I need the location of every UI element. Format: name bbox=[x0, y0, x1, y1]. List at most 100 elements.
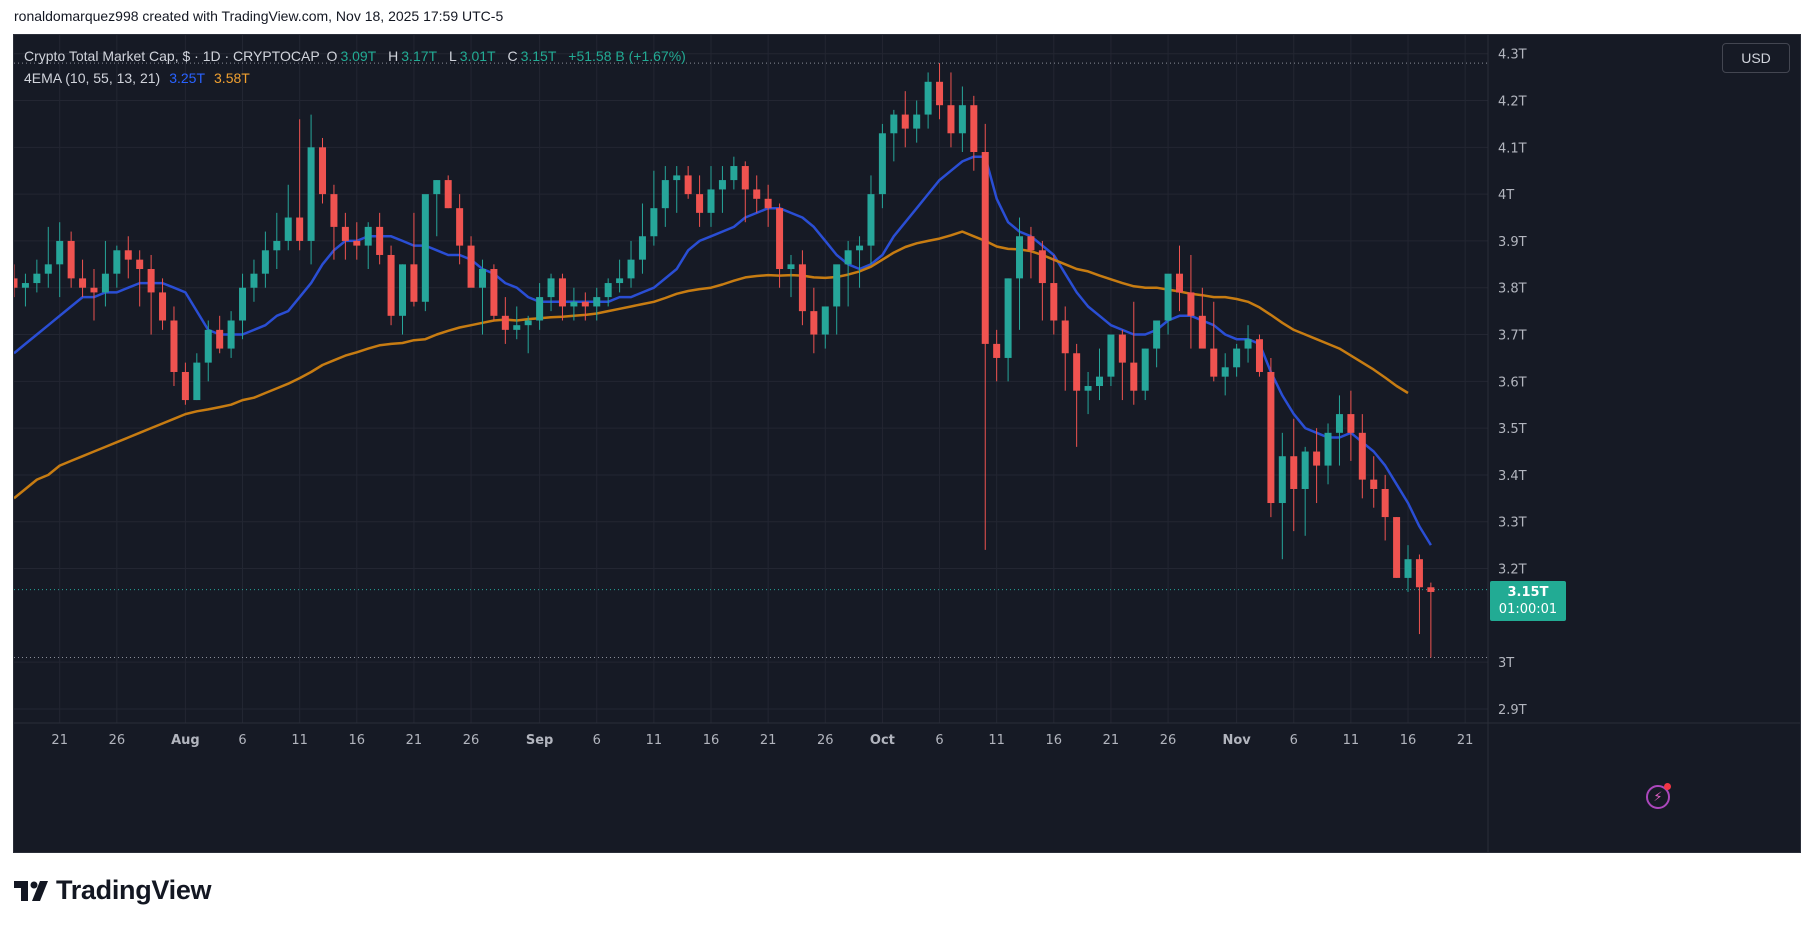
last-price-value: 3.15T bbox=[1507, 584, 1549, 600]
candle-body bbox=[227, 320, 235, 349]
candle-body bbox=[193, 362, 201, 401]
price-axis-tick-label: 3.9T bbox=[1498, 235, 1527, 250]
tradingview-logo[interactable]: TradingView bbox=[14, 875, 212, 906]
candle-body bbox=[204, 329, 212, 363]
last-price-label: 3.15T 01:00:01 bbox=[1490, 580, 1566, 621]
candle-body bbox=[90, 287, 98, 293]
candle-body bbox=[56, 240, 64, 265]
price-axis-tick-label: 2.9T bbox=[1498, 703, 1527, 718]
candle-body bbox=[1175, 273, 1183, 293]
time-axis-tick-label: 21 bbox=[51, 733, 68, 748]
lightning-icon[interactable]: ⚡ bbox=[1646, 785, 1670, 809]
candle-body bbox=[821, 306, 829, 335]
candle-body bbox=[901, 114, 909, 129]
candle-body bbox=[1278, 456, 1286, 504]
time-axis-tick-label: 26 bbox=[817, 733, 834, 748]
candle-body bbox=[284, 217, 292, 241]
candle-body bbox=[101, 273, 109, 293]
candle-body bbox=[718, 180, 726, 190]
candle-body bbox=[216, 329, 224, 349]
candle-body bbox=[810, 311, 818, 335]
time-axis-tick-label: 11 bbox=[646, 733, 663, 748]
ema-fast-line bbox=[14, 155, 1432, 546]
candle-body bbox=[1370, 479, 1378, 489]
candle-body bbox=[1267, 371, 1275, 504]
candle-body bbox=[764, 198, 772, 209]
time-axis-tick-label: 21 bbox=[1103, 733, 1120, 748]
price-axis-tick-label: 3.8T bbox=[1498, 282, 1527, 297]
candle-body bbox=[684, 175, 692, 195]
chart-background bbox=[14, 35, 1800, 852]
time-axis-tick-label: 21 bbox=[760, 733, 777, 748]
candle-body bbox=[947, 105, 955, 134]
candle-body bbox=[581, 301, 589, 307]
candle-body bbox=[856, 245, 864, 251]
candle-body bbox=[421, 194, 429, 302]
candle-body bbox=[570, 301, 578, 307]
notification-dot-icon bbox=[1664, 783, 1671, 790]
candle-body bbox=[1027, 236, 1035, 251]
candle-body bbox=[707, 189, 715, 213]
candle-body bbox=[753, 189, 761, 199]
price-axis-tick-label: 4.1T bbox=[1498, 141, 1527, 156]
candle-body bbox=[547, 278, 555, 298]
candle-body bbox=[1096, 376, 1104, 387]
currency-button[interactable]: USD bbox=[1722, 43, 1790, 73]
candle-body bbox=[1107, 334, 1115, 377]
candlestick-chart[interactable]: 4.3T 4.2T 4.1T 4T 3.9T 3.8T 3.7T 3.6T 3.5T 3.4T 3.… bbox=[14, 35, 1800, 852]
brand-name: TradingView bbox=[56, 875, 212, 905]
candle-body bbox=[867, 194, 875, 246]
candle-body bbox=[410, 264, 418, 302]
bar-countdown: 01:00:01 bbox=[1498, 601, 1558, 617]
candle-body bbox=[124, 250, 132, 260]
candle-body bbox=[1335, 414, 1343, 433]
candle-body bbox=[501, 315, 509, 330]
candle-body bbox=[593, 297, 601, 307]
candle-body bbox=[398, 264, 406, 316]
candle-body bbox=[1404, 559, 1412, 578]
candle-body bbox=[1016, 236, 1024, 279]
candle-body bbox=[1381, 488, 1389, 518]
candle-body bbox=[936, 81, 944, 106]
price-axis-tick-label: 3.6T bbox=[1498, 375, 1527, 390]
time-axis-tick-label: Aug bbox=[171, 733, 200, 748]
candle-body bbox=[673, 175, 681, 181]
time-axis-tick-label: 16 bbox=[1046, 733, 1063, 748]
candle-body bbox=[147, 269, 155, 293]
candle-body bbox=[1061, 320, 1069, 354]
candle-body bbox=[787, 264, 795, 270]
candle-body bbox=[478, 269, 486, 288]
time-axis-tick-label: Sep bbox=[526, 733, 554, 748]
candle-body bbox=[273, 240, 281, 251]
candle-body bbox=[1004, 278, 1012, 358]
candle-body bbox=[1233, 348, 1241, 368]
price-axis-tick-label: 4.2T bbox=[1498, 95, 1527, 110]
time-axis-tick-label: 6 bbox=[593, 733, 601, 748]
candle-body bbox=[513, 325, 521, 330]
candle-body bbox=[67, 240, 75, 279]
candle-body bbox=[170, 320, 178, 372]
candle-body bbox=[376, 226, 384, 255]
time-axis-tick-label: 26 bbox=[109, 733, 126, 748]
chart-panel[interactable]: 4.3T 4.2T 4.1T 4T 3.9T 3.8T 3.7T 3.6T 3.5T 3.4T 3.… bbox=[13, 34, 1801, 853]
time-axis-tick-label: 16 bbox=[1400, 733, 1417, 748]
candle-body bbox=[970, 105, 978, 153]
time-axis-tick-label: Nov bbox=[1222, 733, 1251, 748]
candle-body bbox=[1187, 292, 1195, 316]
candle-body bbox=[890, 114, 898, 134]
candle-body bbox=[444, 180, 452, 209]
candle-body bbox=[1038, 250, 1046, 284]
candle-body bbox=[1221, 367, 1229, 377]
candle-body bbox=[1290, 456, 1298, 489]
candle-body bbox=[1050, 283, 1058, 321]
candle-body bbox=[490, 269, 498, 316]
candle-body bbox=[1415, 559, 1423, 588]
price-axis-tick-label: 3.3T bbox=[1498, 516, 1527, 531]
candle-body bbox=[307, 147, 315, 241]
candle-body bbox=[341, 226, 349, 241]
candle-body bbox=[616, 278, 624, 284]
time-axis-tick-label: 21 bbox=[1457, 733, 1474, 748]
candle-body bbox=[878, 133, 886, 195]
time-axis-tick-label: 6 bbox=[935, 733, 943, 748]
candle-body bbox=[1324, 432, 1332, 466]
